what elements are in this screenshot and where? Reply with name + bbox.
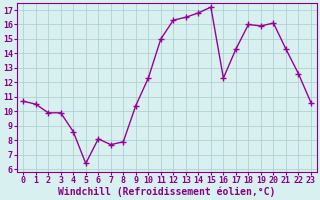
X-axis label: Windchill (Refroidissement éolien,°C): Windchill (Refroidissement éolien,°C) bbox=[58, 187, 276, 197]
